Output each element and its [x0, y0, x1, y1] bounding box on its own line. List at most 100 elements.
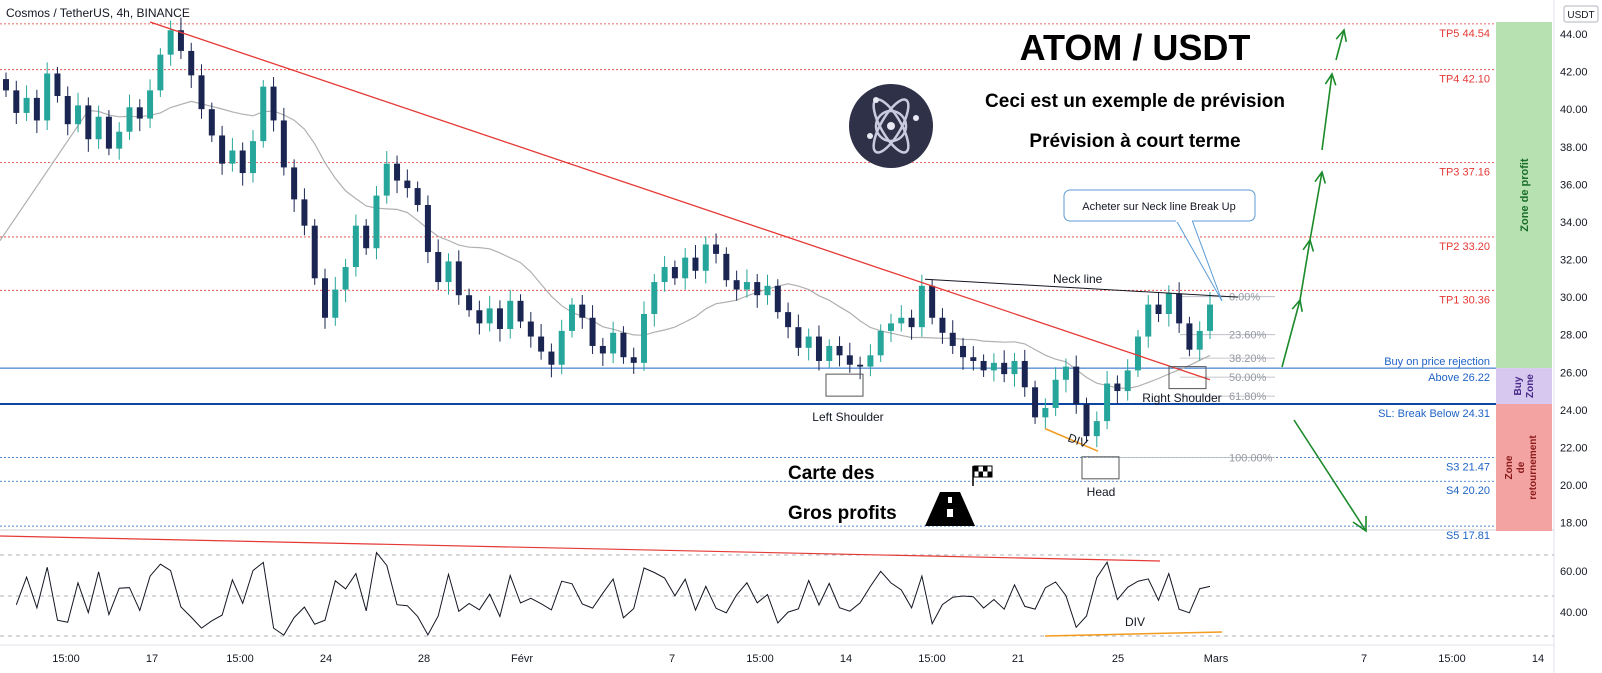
subtitle-short-term: Prévision à court terme — [1029, 131, 1240, 152]
candle-body — [280, 120, 287, 168]
candle-body — [311, 225, 318, 279]
y-tick-13: 18.00 — [1560, 518, 1588, 530]
candle-body — [23, 97, 30, 113]
candle-body — [785, 312, 792, 328]
y-tick-8: 28.00 — [1560, 330, 1588, 342]
y-tick-5: 34.00 — [1560, 217, 1588, 229]
downside-arrowhead — [1352, 516, 1367, 533]
y-tick-9: 26.00 — [1560, 367, 1588, 379]
y-tick-1: 42.00 — [1560, 67, 1588, 79]
x-tick-7: 15:00 — [746, 653, 774, 665]
x-tick-3: 24 — [320, 653, 332, 665]
candle-body — [1052, 379, 1059, 408]
candle-body — [301, 199, 308, 226]
candle-body — [85, 105, 92, 140]
target-path-2 — [1309, 171, 1323, 241]
y-tick-3: 38.00 — [1560, 142, 1588, 154]
level-label-2: TP3 37.16 — [1439, 167, 1490, 179]
candle-body — [157, 54, 164, 91]
currency-badge[interactable] — [1563, 5, 1599, 23]
x-tick-2: 15:00 — [226, 653, 254, 665]
buy-zone — [1496, 368, 1552, 405]
candle-body — [332, 289, 339, 318]
candle-body — [507, 300, 514, 330]
candle-body — [116, 131, 123, 149]
candle-body — [599, 345, 606, 354]
y-tick-6: 32.00 — [1560, 255, 1588, 267]
candle-body — [177, 30, 184, 51]
candle-body — [970, 357, 977, 361]
fib-label-1: 23.60% — [1229, 330, 1267, 342]
candle-body — [239, 150, 246, 174]
candle-body — [702, 244, 709, 271]
fib-label-4: 61.80% — [1229, 391, 1267, 403]
x-tick-1: 17 — [146, 653, 158, 665]
buy-zone-label: Buy — [1513, 376, 1524, 395]
candle-body — [404, 180, 411, 189]
candle-body — [1104, 383, 1111, 422]
buy-zone-label-2: Zone — [1525, 374, 1536, 398]
candle-body — [795, 327, 802, 348]
road-icon — [925, 492, 975, 526]
reversal-zone-label-2: retournement — [1528, 435, 1539, 500]
candle-body — [960, 345, 967, 358]
candle-body — [1207, 304, 1213, 331]
y-tick-7: 30.00 — [1560, 292, 1588, 304]
candle-body — [723, 253, 730, 281]
candle-body — [805, 336, 812, 348]
candle-body — [836, 345, 843, 356]
candle-body — [990, 362, 997, 371]
candle-body — [270, 86, 277, 121]
target-path-0 — [1281, 299, 1301, 368]
price-div-line — [1044, 427, 1099, 452]
reversal-zone-label-1: de — [1516, 461, 1527, 473]
candle-body — [846, 355, 853, 365]
candle-body — [342, 267, 349, 290]
reversal-zone — [1496, 404, 1552, 531]
x-tick-9: 15:00 — [918, 653, 946, 665]
candle-body — [887, 323, 894, 331]
level-label-0: TP5 44.54 — [1439, 28, 1490, 40]
neck-line — [924, 278, 1239, 298]
y-tick-4: 36.00 — [1560, 179, 1588, 191]
candle-body — [1145, 304, 1152, 337]
x-tick-5: Févr — [511, 653, 533, 665]
level-label-4: TP1 30.36 — [1439, 294, 1490, 306]
candle-body — [1134, 336, 1141, 371]
candle-body — [136, 107, 143, 119]
candle-body — [1011, 360, 1018, 375]
level-label-1: TP4 42.10 — [1439, 74, 1490, 86]
candle-body — [641, 313, 648, 363]
candle-body — [589, 317, 596, 346]
candle-body — [445, 261, 452, 283]
candle-body — [44, 73, 51, 121]
target-path-1 — [1299, 239, 1311, 301]
candle-body — [980, 360, 987, 371]
downside-arrow — [1293, 419, 1367, 532]
price-pane[interactable] — [0, 22, 1554, 529]
candle-body — [764, 285, 771, 296]
level-label-7: S3 21.47 — [1446, 461, 1490, 473]
candle-body — [33, 97, 40, 121]
x-tick-6: 7 — [669, 653, 675, 665]
candle-body — [1062, 366, 1069, 380]
target-arrowhead-2 — [1314, 170, 1327, 184]
target-arrowhead-4 — [1335, 28, 1348, 42]
symbol-title: Cosmos / TetherUS, 4h, BINANCE — [6, 6, 190, 20]
candle-body — [352, 225, 359, 268]
downtrend-line — [149, 21, 1211, 381]
head-label: Head — [1087, 485, 1116, 499]
candle-body — [208, 109, 215, 136]
x-tick-12: Mars — [1204, 653, 1229, 665]
currency-label: USDT — [1567, 10, 1594, 21]
candle-body — [661, 267, 668, 283]
target-path-4 — [1335, 29, 1345, 61]
checkered-flag-icon — [972, 465, 993, 486]
y-tick-2: 40.00 — [1560, 104, 1588, 116]
candle-body — [219, 135, 226, 164]
candle-body — [1114, 383, 1121, 392]
candle-body — [260, 86, 267, 142]
candle-body — [671, 267, 678, 279]
candle-body — [496, 308, 503, 330]
